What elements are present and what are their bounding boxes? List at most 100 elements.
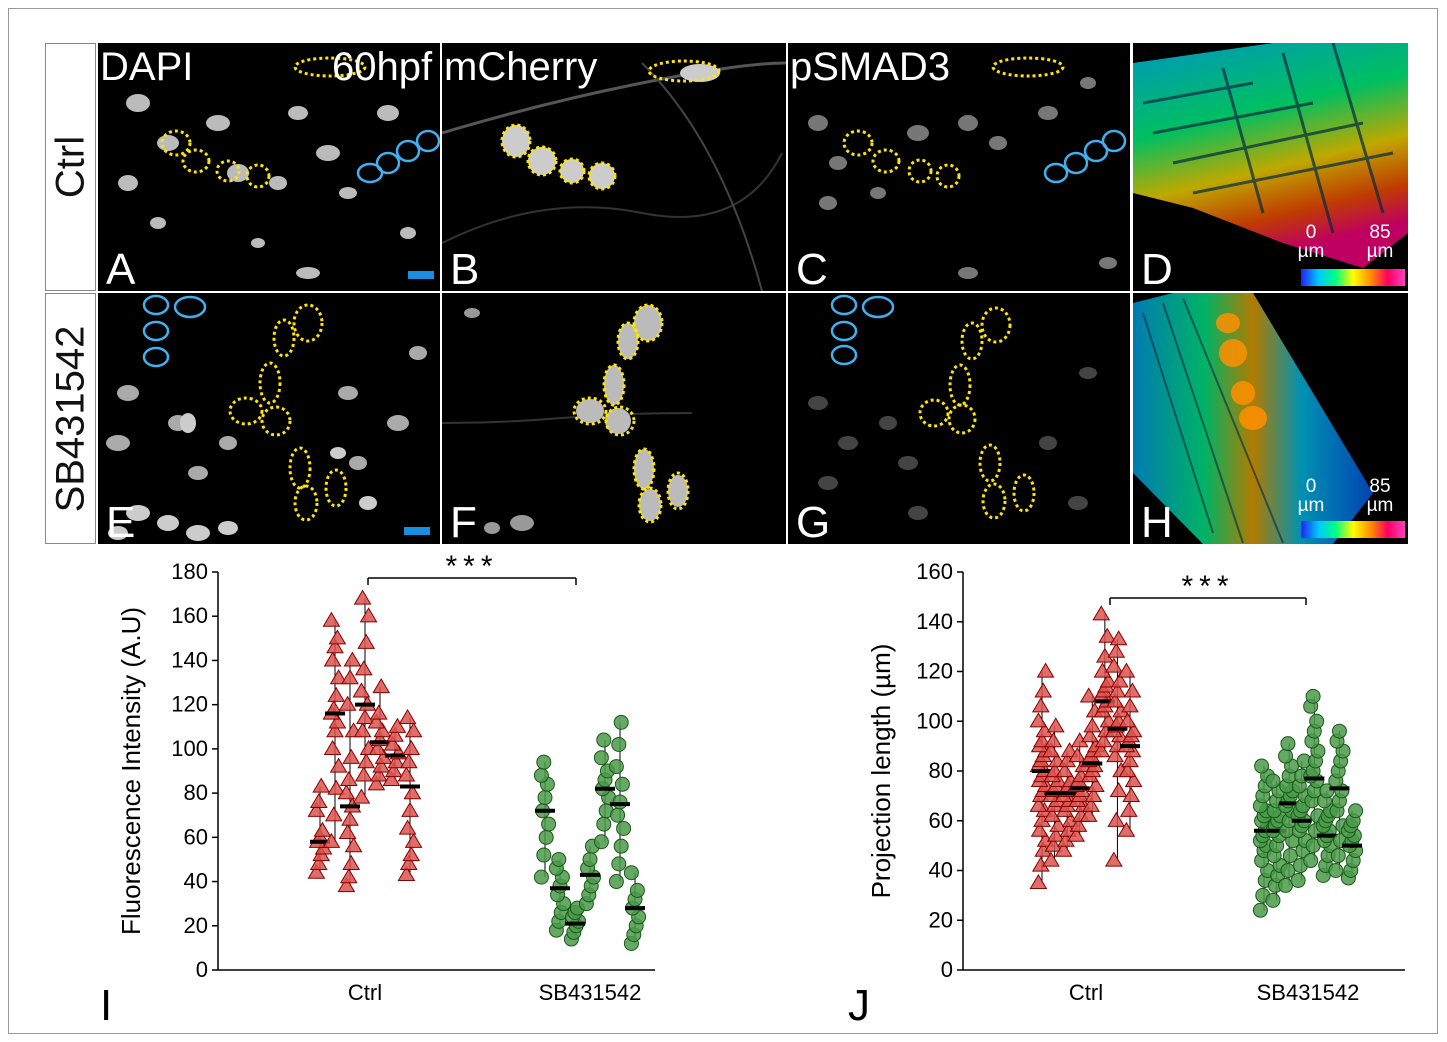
panel-b-mcherry: mCherry B bbox=[442, 43, 786, 291]
panel-b-letter: B bbox=[450, 245, 480, 292]
data-point-circle bbox=[582, 851, 598, 867]
y-tick-label: 20 bbox=[929, 907, 953, 932]
data-point-triangle bbox=[1068, 747, 1087, 763]
data-point-circle bbox=[629, 882, 645, 898]
data-point-triangle bbox=[1122, 786, 1141, 802]
data-point-circle bbox=[623, 865, 639, 881]
panel-h-colorbar-max-value: 85 bbox=[1369, 476, 1391, 497]
panel-e-micrograph bbox=[106, 294, 427, 541]
panel-g-letter: G bbox=[796, 498, 831, 545]
panel-a-title: DAPI bbox=[100, 45, 194, 89]
data-point-triangle bbox=[404, 722, 423, 738]
panel-h-colorbar-max-unit: µm bbox=[1366, 495, 1394, 516]
data-point-triangle bbox=[397, 766, 416, 782]
data-point-triangle bbox=[1118, 762, 1137, 778]
row-label-sb431542-text: SB431542 bbox=[48, 325, 92, 512]
panel-a-letter: A bbox=[106, 245, 136, 292]
data-point-triangle bbox=[399, 753, 418, 769]
data-point-triangle bbox=[1034, 682, 1053, 698]
data-point-circle bbox=[611, 736, 627, 752]
y-axis-label: Projection length (µm) bbox=[866, 644, 896, 899]
data-point-circle bbox=[537, 790, 553, 806]
data-point-circle bbox=[1290, 872, 1306, 888]
data-point-triangle bbox=[1046, 826, 1065, 842]
data-point-circle bbox=[1348, 803, 1364, 819]
data-point-triangle bbox=[1044, 836, 1063, 852]
data-point-triangle bbox=[1055, 762, 1074, 778]
data-point-triangle bbox=[1082, 796, 1100, 812]
data-point-triangle bbox=[323, 739, 342, 755]
data-point-triangle bbox=[359, 607, 378, 623]
data-point-triangle bbox=[1094, 732, 1113, 748]
data-point-triangle bbox=[1079, 806, 1098, 822]
data-point-triangle bbox=[309, 792, 328, 809]
data-point-triangle bbox=[403, 784, 422, 800]
panel-e-dapi: E bbox=[98, 293, 440, 544]
y-tick-label: 0 bbox=[941, 957, 953, 982]
data-point-triangle bbox=[1104, 657, 1123, 673]
data-point-circle bbox=[533, 869, 549, 885]
data-point-triangle bbox=[1121, 752, 1139, 768]
x-tick-label: SB431542 bbox=[539, 980, 642, 1005]
data-point-circle bbox=[1330, 848, 1346, 864]
panel-h-colorbar-min: 0 µm bbox=[1293, 477, 1329, 515]
panel-d-colorbar-max-unit: µm bbox=[1366, 241, 1394, 262]
panel-a-scale-bar bbox=[408, 271, 434, 279]
data-point-circle bbox=[1331, 723, 1347, 739]
x-tick-label: SB431542 bbox=[1257, 980, 1360, 1005]
data-point-triangle bbox=[327, 686, 346, 702]
panel-h-letter: H bbox=[1141, 498, 1173, 545]
y-tick-label: 100 bbox=[171, 736, 208, 761]
data-point-triangle bbox=[338, 823, 357, 840]
panel-d-colorbar-min-unit: µm bbox=[1297, 241, 1325, 262]
panel-a-timepoint: 60hpf bbox=[332, 45, 433, 89]
x-tick-label: Ctrl bbox=[348, 980, 382, 1005]
data-point-triangle bbox=[309, 854, 328, 870]
panel-c-psmad3: pSMAD3 C bbox=[788, 43, 1130, 291]
data-point-triangle bbox=[307, 801, 326, 817]
data-point-triangle bbox=[1124, 771, 1143, 788]
data-point-triangle bbox=[372, 757, 391, 773]
data-point-circle bbox=[596, 732, 612, 748]
data-point-triangle bbox=[1117, 821, 1136, 837]
data-point-triangle bbox=[372, 677, 391, 694]
panel-f-mcherry: F bbox=[442, 293, 786, 544]
data-point-circle bbox=[536, 754, 552, 770]
row-label-sb431542: SB431542 bbox=[45, 293, 96, 544]
data-point-triangle bbox=[338, 695, 357, 711]
panel-d-colorbar-min: 0 µm bbox=[1293, 223, 1329, 261]
data-point-circle bbox=[608, 874, 624, 890]
y-tick-label: 60 bbox=[929, 808, 953, 833]
data-point-triangle bbox=[1106, 692, 1124, 708]
y-tick-label: 140 bbox=[171, 647, 208, 672]
row-label-ctrl: Ctrl bbox=[45, 43, 96, 291]
panel-e-scale-bar bbox=[404, 527, 430, 535]
data-point-triangle bbox=[1117, 662, 1136, 678]
data-point-triangle bbox=[341, 669, 359, 685]
panel-c-letter: C bbox=[796, 245, 828, 292]
data-point-triangle bbox=[1054, 841, 1073, 857]
data-point-circle bbox=[1280, 736, 1296, 752]
data-point-triangle bbox=[342, 854, 361, 870]
data-point-triangle bbox=[344, 837, 363, 853]
data-point-circle bbox=[612, 794, 628, 810]
panel-h-colorbar-max: 85 µm bbox=[1357, 477, 1403, 515]
y-tick-label: 80 bbox=[929, 758, 953, 783]
data-point-triangle bbox=[352, 682, 371, 698]
data-point-circle bbox=[611, 856, 627, 872]
data-point-circle bbox=[533, 767, 549, 783]
data-point-triangle bbox=[1081, 727, 1099, 743]
data-point-triangle bbox=[1049, 816, 1068, 832]
data-point-triangle bbox=[398, 819, 417, 835]
chart-i-fluorescence-intensity: 0 20 40 60 80 100 120 140 160 180 Fluorescence Int… bbox=[116, 550, 655, 1005]
data-point-triangle bbox=[367, 775, 386, 791]
data-point-circle bbox=[613, 714, 629, 730]
data-point-circle bbox=[1265, 773, 1281, 789]
y-tick-label: 40 bbox=[184, 869, 208, 894]
data-point-triangle bbox=[353, 722, 372, 738]
data-point-triangle bbox=[1043, 806, 1062, 822]
data-point-triangle bbox=[1099, 672, 1118, 688]
data-point-circle bbox=[1252, 902, 1268, 918]
data-point-circle bbox=[610, 807, 626, 823]
y-tick-label: 80 bbox=[184, 780, 208, 805]
